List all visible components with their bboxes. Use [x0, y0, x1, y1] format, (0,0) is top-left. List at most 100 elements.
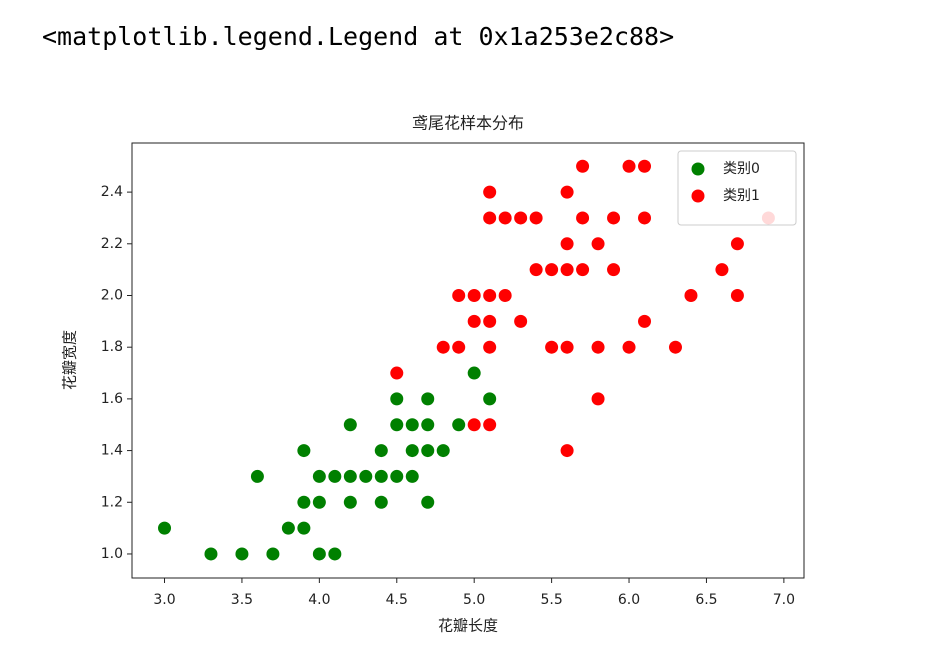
point [374, 495, 388, 509]
point [436, 340, 450, 354]
chart-title: 鸢尾花样本分布 [412, 114, 524, 133]
point [483, 340, 497, 354]
point [483, 185, 497, 199]
point [545, 340, 559, 354]
point [421, 444, 435, 458]
point [607, 211, 621, 225]
point [312, 547, 326, 561]
x-tick-label: 7.0 [773, 592, 795, 608]
point [668, 340, 682, 354]
point [560, 340, 574, 354]
point [483, 288, 497, 302]
point [560, 185, 574, 199]
point [576, 263, 590, 277]
point [452, 288, 466, 302]
legend-label: 类别0 [723, 161, 760, 177]
point [467, 418, 481, 432]
y-tick-label: 1.8 [101, 339, 123, 355]
point [235, 547, 249, 561]
point [343, 495, 357, 509]
x-tick-label: 4.5 [386, 592, 408, 608]
point [297, 444, 311, 458]
point [405, 418, 419, 432]
y-tick-label: 1.0 [101, 546, 123, 562]
point [390, 418, 404, 432]
x-tick-label: 5.5 [540, 592, 562, 608]
point [560, 237, 574, 251]
point [467, 314, 481, 328]
point [421, 418, 435, 432]
point [343, 418, 357, 432]
point [576, 211, 590, 225]
point [591, 340, 605, 354]
point [204, 547, 218, 561]
point [591, 237, 605, 251]
x-tick-label: 5.0 [463, 592, 485, 608]
point [607, 263, 621, 277]
x-tick-label: 3.5 [231, 592, 253, 608]
x-tick-label: 6.5 [695, 592, 717, 608]
point [529, 263, 543, 277]
output-text: <matplotlib.legend.Legend at 0x1a253e2c8… [42, 22, 675, 51]
point [638, 314, 652, 328]
point [281, 521, 295, 535]
point [560, 444, 574, 458]
point [436, 444, 450, 458]
point [266, 547, 280, 561]
point [467, 366, 481, 380]
point [390, 469, 404, 483]
x-tick-label: 3.0 [153, 592, 175, 608]
point [545, 263, 559, 277]
point [158, 521, 172, 535]
y-tick-label: 2.2 [101, 236, 123, 252]
y-axis-label: 花瓣宽度 [61, 330, 79, 390]
point [343, 469, 357, 483]
point [498, 288, 512, 302]
point [250, 469, 264, 483]
point [390, 366, 404, 380]
y-tick-label: 1.6 [101, 391, 123, 407]
point [359, 469, 373, 483]
point [374, 469, 388, 483]
legend-marker [691, 162, 705, 176]
point [715, 263, 729, 277]
x-tick-label: 4.0 [308, 592, 330, 608]
point [498, 211, 512, 225]
point [483, 211, 497, 225]
point [405, 444, 419, 458]
point [452, 418, 466, 432]
point [405, 469, 419, 483]
point [730, 237, 744, 251]
y-tick-label: 1.2 [101, 494, 123, 510]
point [514, 211, 528, 225]
legend-marker [691, 189, 705, 203]
point [467, 288, 481, 302]
y-tick-label: 2.0 [101, 287, 123, 303]
y-tick-label: 2.4 [101, 184, 123, 200]
point [483, 314, 497, 328]
point [390, 392, 404, 406]
x-axis-label: 花瓣长度 [438, 617, 498, 635]
point [730, 288, 744, 302]
point [638, 159, 652, 173]
point [312, 495, 326, 509]
point [576, 159, 590, 173]
point [483, 418, 497, 432]
point [638, 211, 652, 225]
legend-box [677, 150, 797, 226]
point [328, 469, 342, 483]
point [622, 159, 636, 173]
point [297, 495, 311, 509]
point [483, 392, 497, 406]
point [328, 547, 342, 561]
point [560, 263, 574, 277]
point [421, 495, 435, 509]
point [297, 521, 311, 535]
plot-frame [131, 142, 805, 579]
point [312, 469, 326, 483]
point [622, 340, 636, 354]
point [684, 288, 698, 302]
point [374, 444, 388, 458]
